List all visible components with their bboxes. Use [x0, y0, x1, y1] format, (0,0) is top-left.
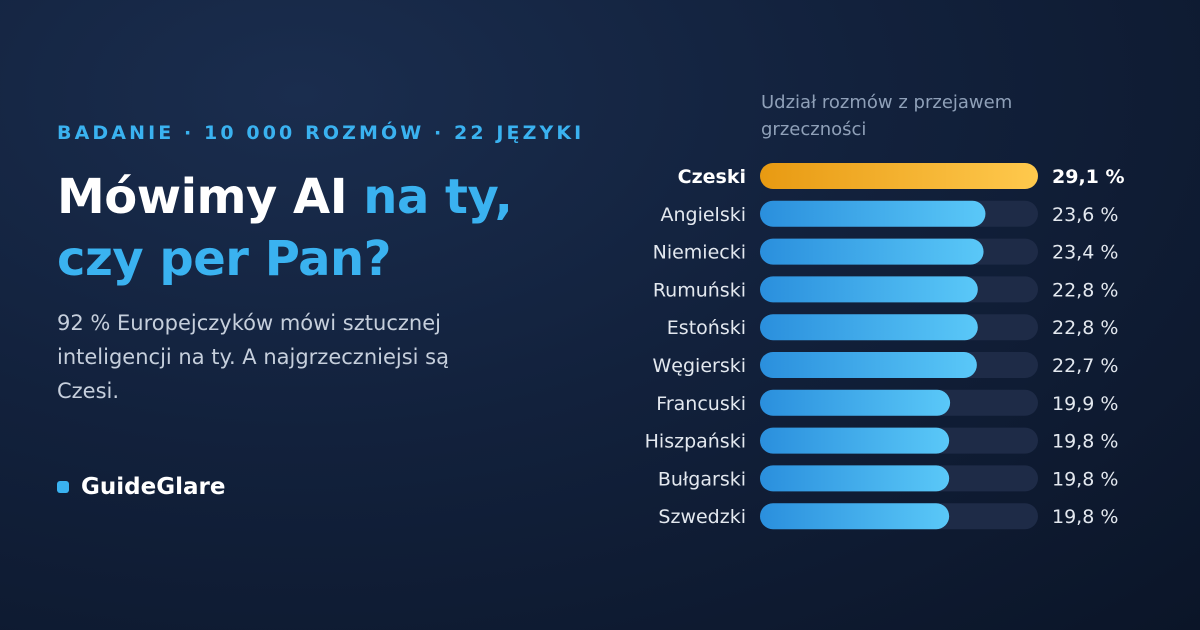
value-label: 19,8 %	[1052, 468, 1118, 490]
page-title: Mówimy AI na ty, czy per Pan?	[57, 166, 557, 290]
headline-part-2-accent: na ty, czy per Pan?	[57, 169, 513, 287]
bar	[760, 238, 984, 265]
category-label: Czeski	[678, 166, 746, 188]
category-label: Angielski	[660, 204, 746, 226]
value-label: 22,8 %	[1052, 279, 1118, 301]
bar	[760, 427, 950, 454]
category-label: Estoński	[667, 317, 746, 339]
bar-chart: Czeski 29,1 % Angielski 23,6 % Niemiecki 23,4…	[645, 163, 1125, 530]
category-label: Niemiecki	[653, 242, 746, 264]
value-label: 22,8 %	[1052, 317, 1118, 339]
brand-name: GuideGlare	[81, 474, 226, 500]
eyebrow-text: BADANIE · 10 000 ROZMÓW · 22 JĘZYKI	[57, 122, 585, 144]
brand-square-icon	[57, 481, 69, 493]
bar	[760, 314, 978, 341]
value-label: 23,4 %	[1052, 242, 1118, 264]
value-label: 19,8 %	[1052, 506, 1118, 528]
bars-group: Czeski 29,1 % Angielski 23,6 % Niemiecki 23,4…	[645, 163, 1125, 530]
value-label: 19,8 %	[1052, 431, 1118, 453]
intro-block: BADANIE · 10 000 ROZMÓW · 22 JĘZYKI Mówi…	[57, 122, 585, 408]
headline-part-1: Mówimy AI	[57, 169, 364, 225]
value-label: 19,9 %	[1052, 393, 1118, 415]
bar	[760, 200, 986, 227]
category-label: Bułgarski	[658, 468, 746, 490]
category-label: Rumuński	[653, 279, 746, 301]
category-label: Hiszpański	[645, 431, 746, 453]
category-label: Francuski	[656, 393, 746, 415]
chart-title: Udział rozmów z przejawem grzeczności	[761, 92, 1013, 140]
bar	[760, 352, 977, 378]
bar	[760, 465, 950, 492]
bar	[760, 389, 951, 416]
bar	[760, 276, 978, 303]
brand: GuideGlare	[57, 474, 225, 500]
bar-highlight	[760, 163, 1038, 189]
category-label: Węgierski	[653, 355, 747, 377]
value-label: 29,1 %	[1052, 166, 1125, 188]
value-label: 23,6 %	[1052, 204, 1118, 226]
subtitle: 92 % Europejczyków mówi sztucznej inteli…	[57, 311, 449, 403]
value-label: 22,7 %	[1052, 355, 1118, 377]
bar	[760, 503, 950, 530]
category-label: Szwedzki	[658, 506, 746, 528]
